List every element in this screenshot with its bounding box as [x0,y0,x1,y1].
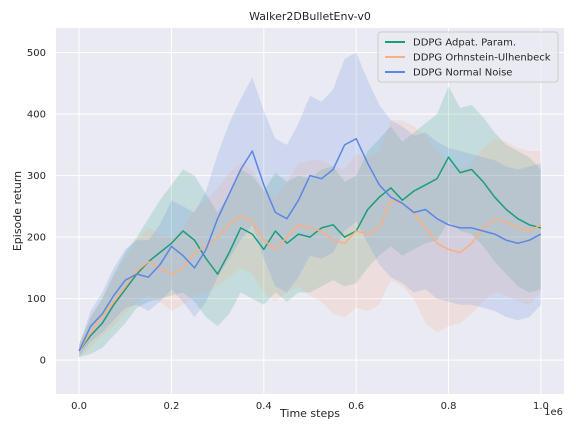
y-axis-ticks: 0 100 200 300 400 500 [27,48,46,367]
legend-label-1: DDPG Orhnstein-Ulhenbeck [413,53,551,64]
x-axis-ticks: 0.0 0.2 0.4 0.6 0.8 1.0 [71,401,549,412]
y-axis-label: Episode return [11,171,24,251]
x-tick-label: 0.4 [256,401,272,412]
x-tick-label: 0.8 [441,401,457,412]
y-tick-label: 500 [27,48,46,59]
x-axis-offset-label: 1e6 [544,407,563,418]
legend-label-2: DDPG Normal Noise [413,68,512,79]
confidence-bands [79,52,541,358]
x-axis-label: Time steps [279,407,340,420]
chart-title: Walker2DBulletEnv-v0 [249,10,371,23]
confidence-band-0 [79,86,541,358]
series-lines [78,137,542,352]
grid [56,28,564,394]
series-line-1 [78,199,542,352]
x-tick-label: 0.0 [71,401,87,412]
y-tick-label: 100 [27,294,46,305]
y-tick-label: 0 [40,356,46,367]
legend-box [377,31,559,83]
confidence-band-2 [79,52,541,358]
series-line-2 [78,137,542,352]
x-tick-label: 0.2 [164,401,180,412]
series-line-0 [78,156,542,352]
legend-label-0: DDPG Adpat. Param. [413,38,516,49]
confidence-band-1 [79,120,541,358]
y-tick-label: 300 [27,171,46,182]
plot-area [56,28,564,394]
x-tick-label: 1.0 [533,401,549,412]
legend: DDPG Adpat. Param. DDPG Orhnstein-Ulhenbe… [377,31,559,83]
y-tick-label: 400 [27,110,46,121]
y-tick-label: 200 [27,233,46,244]
x-tick-label: 0.6 [348,401,364,412]
